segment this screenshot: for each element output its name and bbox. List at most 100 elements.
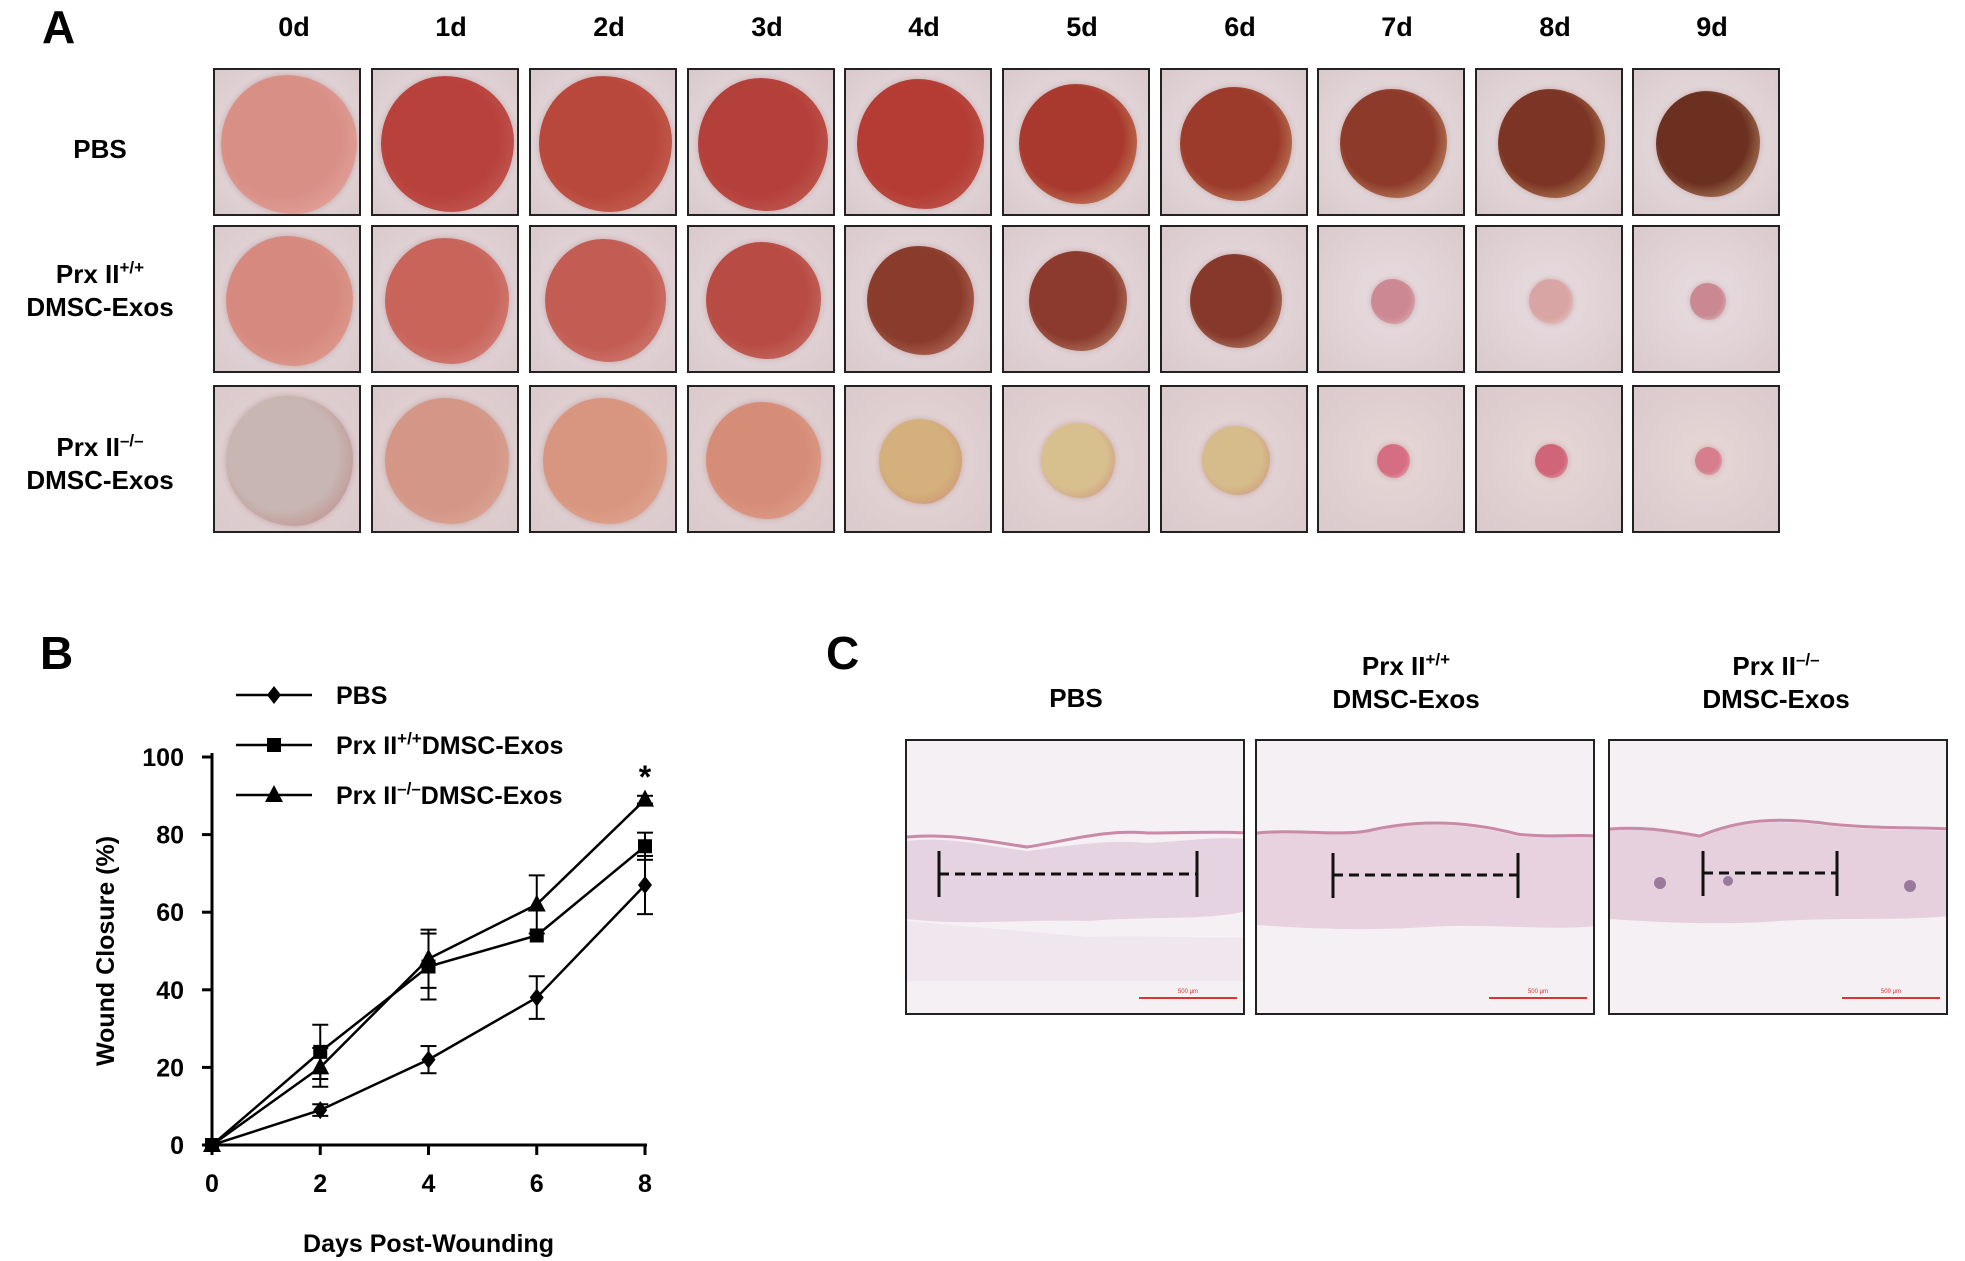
wound-photo <box>529 385 677 533</box>
panel-b-letter: B <box>40 627 74 679</box>
row-label-sup: –/– <box>119 431 144 450</box>
day-header: 8d <box>1539 12 1571 42</box>
row-label-prx-wt: Prx II+/+ DMSC-Exos <box>0 258 200 323</box>
wound-photo <box>687 68 835 216</box>
day-header: 2d <box>593 12 625 42</box>
data-point <box>419 948 438 966</box>
histology-image-pbs: 500 μm <box>905 739 1245 1015</box>
wound-photo <box>1160 225 1308 373</box>
scale-bar-label: 500 μm <box>1528 989 1548 995</box>
y-tick-label: 0 <box>170 1132 184 1160</box>
legend-marker <box>265 785 283 802</box>
row-label-line: Prx II <box>56 432 120 462</box>
scale-bar-label: 500 μm <box>1881 989 1901 995</box>
y-tick-label: 100 <box>142 744 184 772</box>
wound-photo <box>213 385 361 533</box>
data-point <box>638 876 652 895</box>
wound-photo <box>1475 385 1623 533</box>
wound-photo <box>1317 225 1465 373</box>
wound-photo <box>1160 385 1308 533</box>
data-point <box>421 1050 436 1069</box>
wound-photo <box>529 225 677 373</box>
legend-entry: Prx II–/–DMSC-Exos <box>336 779 562 810</box>
wound-photo <box>1317 68 1465 216</box>
y-tick-label: 20 <box>156 1054 184 1082</box>
day-header: 0d <box>278 12 310 42</box>
wound-photo <box>687 225 835 373</box>
row-label-prx-ko: Prx II–/– DMSC-Exos <box>0 431 200 496</box>
x-tick-label: 0 <box>205 1170 219 1198</box>
wound-photo <box>1632 225 1780 373</box>
wound-photo <box>1475 225 1623 373</box>
series-line <box>211 884 646 1147</box>
wound-photo <box>1317 385 1465 533</box>
significance-marker: * <box>639 759 652 795</box>
histo-label-line: DMSC-Exos <box>1702 683 1850 714</box>
x-tick-label: 2 <box>313 1170 327 1198</box>
wound-photo <box>1632 385 1780 533</box>
x-tick-label: 6 <box>530 1170 544 1198</box>
data-point <box>203 1135 221 1152</box>
wound-photo <box>1002 68 1150 216</box>
wound-photo <box>371 385 519 533</box>
wound-photo <box>844 225 992 373</box>
legend-entry: Prx II+/+DMSC-Exos <box>336 729 563 760</box>
data-point <box>529 988 544 1007</box>
scale-bar-label: 500 μm <box>1178 989 1198 995</box>
day-header: 1d <box>435 12 467 42</box>
wound-photo <box>1002 385 1150 533</box>
data-point <box>636 789 654 807</box>
wound-photo <box>371 225 519 373</box>
row-label-line: DMSC-Exos <box>26 464 174 495</box>
histo-label-sup: –/– <box>1795 650 1820 669</box>
legend-entry: PBS <box>336 682 387 710</box>
histo-label-prx-ko: Prx II–/– DMSC-Exos <box>1671 650 1881 715</box>
row-label-pbs: PBS <box>20 133 180 166</box>
panel-c-letter: C <box>826 627 860 679</box>
data-point <box>529 928 544 943</box>
day-header: 4d <box>908 12 940 42</box>
histo-label-line: DMSC-Exos <box>1332 683 1480 714</box>
panel-a-letter: A <box>42 1 76 53</box>
data-point <box>638 839 652 854</box>
legend-marker <box>267 738 281 752</box>
x-tick-label: 4 <box>422 1170 436 1198</box>
histology-image-prx-ko: 500 μm <box>1608 739 1948 1015</box>
histo-label-line: Prx II <box>1361 651 1426 681</box>
day-header: 9d <box>1696 12 1728 42</box>
legend-marker <box>267 686 281 704</box>
data-point <box>313 1101 328 1120</box>
wound-photo <box>1632 68 1780 216</box>
row-label-line: DMSC-Exos <box>26 291 174 322</box>
day-header: 6d <box>1224 12 1256 42</box>
row-label-sup: +/+ <box>119 258 145 277</box>
data-point <box>527 894 546 912</box>
wound-photo <box>687 385 835 533</box>
day-header: 3d <box>751 12 783 42</box>
x-tick-label: 8 <box>638 1170 652 1198</box>
wound-photo <box>1475 68 1623 216</box>
histo-label-line: Prx II <box>1732 651 1796 681</box>
histo-label-prx-wt: Prx II+/+ DMSC-Exos <box>1301 650 1511 715</box>
x-axis-label: Days Post-Wounding <box>303 1230 554 1258</box>
histology-image-prx-wt: 500 μm <box>1255 739 1595 1015</box>
day-header: 7d <box>1381 12 1413 42</box>
histo-label-pbs: PBS <box>976 682 1176 715</box>
histo-label-sup: +/+ <box>1425 650 1451 669</box>
histo-label-line: PBS <box>1049 683 1103 713</box>
data-point <box>311 1057 330 1075</box>
y-axis-label: Wound Closure (%) <box>92 836 120 1066</box>
wound-photo <box>371 68 519 216</box>
wound-photo <box>1160 68 1308 216</box>
y-tick-label: 80 <box>156 822 184 850</box>
row-label-line: Prx II <box>55 259 120 289</box>
row-label-line: PBS <box>73 134 127 164</box>
day-header: 5d <box>1066 12 1098 42</box>
y-tick-label: 60 <box>156 899 184 927</box>
wound-photo <box>213 225 361 373</box>
wound-photo <box>844 385 992 533</box>
wound-photo <box>529 68 677 216</box>
wound-photo <box>844 68 992 216</box>
wound-photo <box>213 68 361 216</box>
